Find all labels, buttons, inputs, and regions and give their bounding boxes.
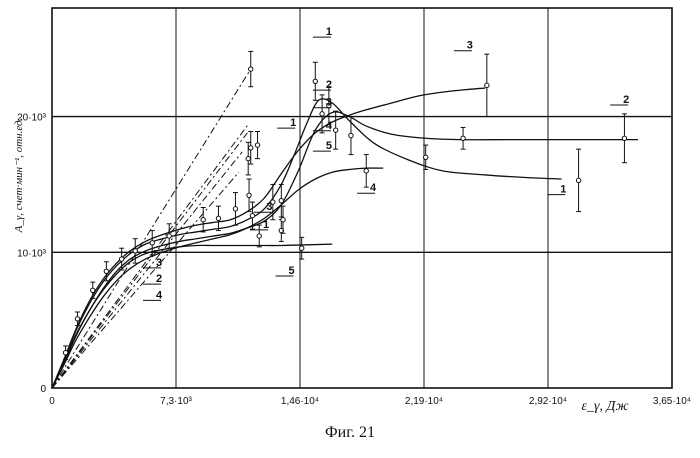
data-point: [250, 213, 254, 217]
curve-label: 1: [263, 219, 269, 231]
curve-labels: 1 2 3 4 5 3 1 3 2 4 5 1 4 3 2 1: [143, 26, 629, 301]
series-1-solid-line: [52, 99, 562, 388]
series-2-dashdot-line: [52, 123, 249, 388]
curve-label: 3: [326, 97, 332, 109]
curve-label: 2: [326, 79, 332, 91]
data-point: [201, 218, 205, 222]
data-point: [150, 241, 154, 245]
data-point: [423, 155, 427, 159]
data-point: [249, 67, 253, 71]
curve-label: 3: [467, 40, 473, 52]
figure-21-chart: 1 2 3 4 5 3 1 3 2 4 5 1 4 3 2 1 0 7,3·10³ 1,46·10⁴ 2,19·10…: [0, 0, 700, 420]
series-4-solid-line: [52, 168, 383, 388]
data-point: [485, 83, 489, 87]
series-5-dashdot-line: [52, 172, 239, 388]
data-point: [281, 218, 285, 222]
y-tick-label: 0: [40, 384, 46, 395]
curve-label: 1: [560, 184, 566, 196]
y-axis-label: A_γ, счет·мин⁻¹, отн.ед.: [13, 118, 25, 234]
data-point: [167, 234, 171, 238]
data-point: [233, 207, 237, 211]
data-point: [216, 216, 220, 220]
error-bars: [63, 51, 627, 359]
x-tick-label: 2,92·10⁴: [529, 396, 567, 407]
series-2-solid-line: [52, 112, 638, 388]
data-point: [313, 79, 317, 83]
y-tick-label: 10·10³: [17, 248, 47, 259]
x-tick-label: 1,46·10⁴: [281, 396, 319, 407]
data-point: [63, 351, 67, 355]
data-point: [75, 317, 79, 321]
curve-label: 1: [326, 26, 332, 38]
x-tick-label: 7,3·10³: [160, 396, 192, 407]
series-3-solid-line: [52, 88, 485, 388]
curve-label: 2: [623, 94, 629, 106]
curve-label: 5: [288, 265, 294, 277]
data-point: [246, 156, 250, 160]
curve-label: 2: [156, 273, 162, 285]
data-point: [461, 136, 465, 140]
figure-caption: Фиг. 21: [0, 424, 700, 442]
curve-label: 3: [156, 257, 162, 269]
data-point: [333, 128, 337, 132]
curve-label: 3: [266, 201, 272, 213]
curve-label: 1: [290, 117, 296, 129]
data-point: [299, 246, 303, 250]
data-point: [320, 112, 324, 116]
x-axis-label: ε_γ, Дж: [582, 399, 629, 414]
data-point: [247, 193, 251, 197]
curve-label: 4: [156, 289, 163, 301]
x-tick-label: 2,19·10⁴: [405, 396, 443, 407]
x-tick-label: 3,65·10⁴: [653, 396, 691, 407]
data-point: [249, 146, 253, 150]
data-point: [622, 136, 626, 140]
tick-labels: 0 7,3·10³ 1,46·10⁴ 2,19·10⁴ 2,92·10⁴ 3,65·10⁴…: [17, 113, 691, 407]
x-tick-label: 0: [49, 396, 55, 407]
data-point: [257, 234, 261, 238]
curve-label: 5: [326, 140, 332, 152]
series-4-dashdot-line: [52, 152, 242, 388]
data-point: [279, 199, 283, 203]
data-point: [104, 269, 108, 273]
curve-label: 4: [370, 182, 377, 194]
data-point: [255, 143, 259, 147]
data-point: [364, 169, 368, 173]
data-point: [91, 288, 95, 292]
data-point: [119, 257, 123, 261]
series-3-dashdot-line: [52, 133, 247, 388]
data-point: [576, 178, 580, 182]
data-point: [133, 249, 137, 253]
data-point: [349, 133, 353, 137]
curve-label: 4: [326, 120, 333, 132]
